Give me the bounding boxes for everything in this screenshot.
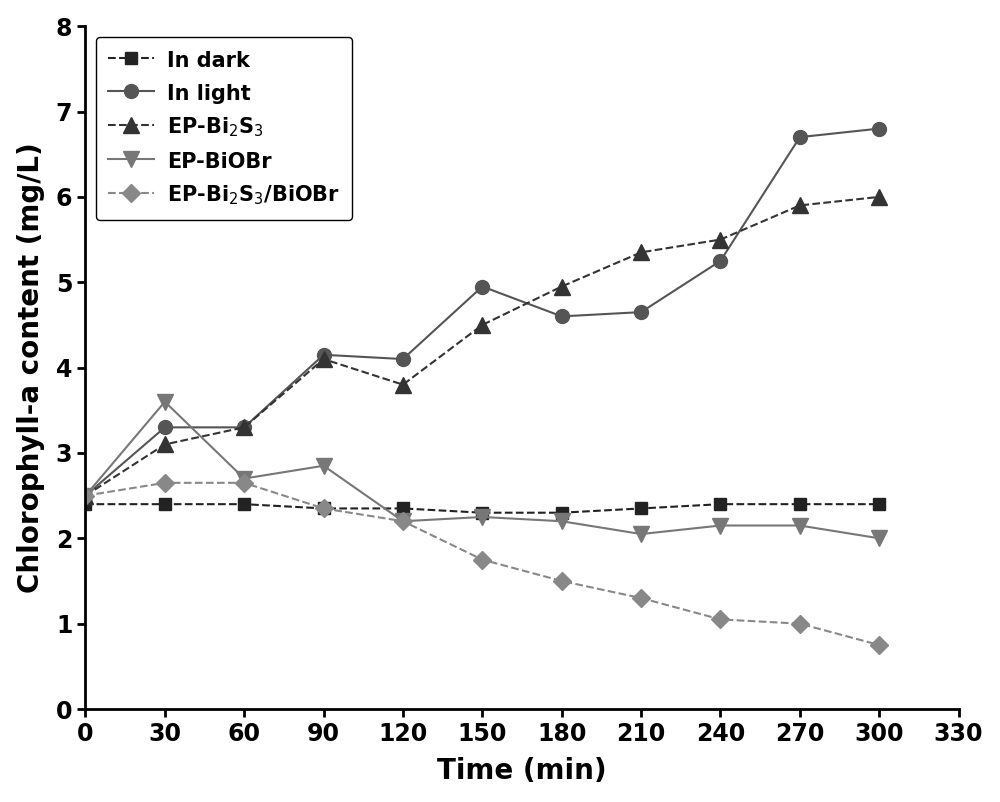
EP-Bi$_2$S$_3$/BiOBr (79, 491, 91, 500)
EP-Bi$_2$S$_3$/BiOBr (397, 516, 409, 526)
EP-Bi$_2$S$_3$ (397, 380, 409, 390)
Line: In light: In light (79, 122, 886, 503)
X-axis label: Time (min): Time (min) (437, 757, 607, 785)
In light (79, 491, 91, 500)
EP-BiOBr (714, 520, 726, 530)
EP-BiOBr (635, 529, 647, 539)
In dark (873, 500, 885, 509)
EP-BiOBr (873, 533, 885, 543)
EP-Bi$_2$S$_3$/BiOBr (635, 593, 647, 603)
EP-Bi$_2$S$_3$ (159, 439, 171, 449)
In light (318, 350, 330, 359)
In dark (397, 504, 409, 513)
EP-Bi$_2$S$_3$ (79, 491, 91, 500)
EP-Bi$_2$S$_3$/BiOBr (714, 614, 726, 624)
EP-BiOBr (238, 474, 250, 484)
EP-BiOBr (159, 397, 171, 407)
Line: In dark: In dark (79, 498, 885, 519)
EP-Bi$_2$S$_3$ (318, 354, 330, 364)
In dark (556, 508, 568, 517)
EP-Bi$_2$S$_3$/BiOBr (556, 576, 568, 585)
Legend: In dark, In light, EP-Bi$_2$S$_3$, EP-BiOBr, EP-Bi$_2$S$_3$/BiOBr: In dark, In light, EP-Bi$_2$S$_3$, EP-Bi… (96, 37, 352, 220)
EP-Bi$_2$S$_3$/BiOBr (238, 478, 250, 488)
EP-BiOBr (476, 512, 488, 522)
EP-Bi$_2$S$_3$ (556, 282, 568, 291)
Line: EP-BiOBr: EP-BiOBr (78, 394, 887, 546)
EP-Bi$_2$S$_3$ (238, 423, 250, 432)
In light (159, 423, 171, 432)
EP-Bi$_2$S$_3$ (635, 248, 647, 257)
EP-Bi$_2$S$_3$/BiOBr (873, 640, 885, 650)
EP-BiOBr (397, 516, 409, 526)
In dark (794, 500, 806, 509)
In light (635, 307, 647, 317)
In dark (318, 504, 330, 513)
Line: EP-Bi$_2$S$_3$: EP-Bi$_2$S$_3$ (78, 189, 887, 504)
EP-BiOBr (794, 520, 806, 530)
EP-BiOBr (556, 516, 568, 526)
EP-Bi$_2$S$_3$ (873, 192, 885, 201)
In light (873, 124, 885, 133)
EP-Bi$_2$S$_3$/BiOBr (159, 478, 171, 488)
In dark (714, 500, 726, 509)
EP-Bi$_2$S$_3$ (794, 200, 806, 210)
EP-BiOBr (318, 461, 330, 471)
In light (476, 282, 488, 291)
Line: EP-Bi$_2$S$_3$/BiOBr: EP-Bi$_2$S$_3$/BiOBr (79, 476, 885, 651)
EP-Bi$_2$S$_3$/BiOBr (476, 555, 488, 565)
In dark (159, 500, 171, 509)
EP-BiOBr (79, 491, 91, 500)
EP-Bi$_2$S$_3$ (714, 235, 726, 245)
In dark (635, 504, 647, 513)
EP-Bi$_2$S$_3$/BiOBr (318, 504, 330, 513)
EP-Bi$_2$S$_3$ (476, 320, 488, 330)
In light (794, 132, 806, 142)
EP-Bi$_2$S$_3$/BiOBr (794, 619, 806, 629)
In light (714, 256, 726, 265)
Y-axis label: Chlorophyll-a content (mg/L): Chlorophyll-a content (mg/L) (17, 142, 45, 593)
In light (556, 311, 568, 321)
In dark (238, 500, 250, 509)
In dark (79, 500, 91, 509)
In light (397, 354, 409, 364)
In dark (476, 508, 488, 517)
In light (238, 423, 250, 432)
